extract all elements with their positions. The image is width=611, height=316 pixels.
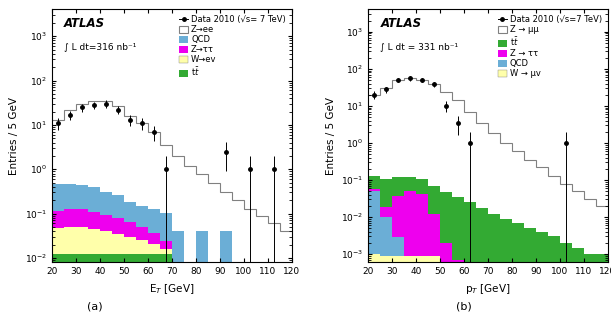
Bar bbox=[584, 254, 596, 316]
Bar bbox=[464, 273, 476, 316]
Bar bbox=[404, 191, 416, 256]
Bar bbox=[160, 254, 172, 316]
Bar bbox=[196, 231, 208, 316]
Bar bbox=[64, 209, 76, 227]
Bar bbox=[368, 254, 380, 316]
Bar bbox=[404, 256, 416, 316]
Bar bbox=[124, 222, 136, 237]
Bar bbox=[596, 254, 608, 316]
Bar bbox=[500, 219, 512, 316]
Bar bbox=[148, 254, 160, 316]
Text: ∫ L dt=316 nb⁻¹: ∫ L dt=316 nb⁻¹ bbox=[64, 42, 136, 51]
X-axis label: p$_{T}$ [GeV]: p$_{T}$ [GeV] bbox=[466, 282, 511, 296]
Bar bbox=[548, 236, 560, 316]
Legend: Data 2010 (√s=7 TeV), Z → μμ, t$\bar{t}$, Z → ττ, QCD, W → μv: Data 2010 (√s=7 TeV), Z → μμ, t$\bar{t}$… bbox=[497, 14, 604, 80]
Bar bbox=[88, 212, 100, 229]
Bar bbox=[392, 237, 404, 256]
Y-axis label: Entries / 5 GeV: Entries / 5 GeV bbox=[9, 97, 19, 175]
Bar bbox=[52, 211, 64, 228]
Bar bbox=[524, 228, 536, 316]
Bar bbox=[124, 202, 136, 222]
Bar bbox=[404, 177, 416, 191]
Bar bbox=[416, 256, 428, 316]
Bar bbox=[76, 227, 88, 254]
Bar bbox=[452, 197, 464, 260]
Bar bbox=[136, 240, 148, 254]
Bar bbox=[100, 191, 112, 215]
Bar bbox=[560, 243, 572, 316]
Bar bbox=[452, 260, 464, 316]
Bar bbox=[440, 192, 452, 243]
Bar bbox=[428, 186, 440, 214]
Bar bbox=[76, 185, 88, 209]
Bar bbox=[76, 254, 88, 316]
Bar bbox=[380, 179, 392, 207]
Bar bbox=[488, 214, 500, 316]
Bar bbox=[380, 207, 392, 217]
Bar bbox=[536, 232, 548, 316]
Bar bbox=[64, 227, 76, 254]
Bar bbox=[52, 184, 64, 211]
Bar bbox=[112, 234, 124, 254]
X-axis label: E$_{T}$ [GeV]: E$_{T}$ [GeV] bbox=[149, 282, 194, 295]
Bar bbox=[392, 256, 404, 316]
Bar bbox=[160, 241, 172, 249]
Bar bbox=[112, 218, 124, 234]
Bar bbox=[100, 254, 112, 316]
Bar bbox=[88, 254, 100, 316]
Bar bbox=[88, 229, 100, 254]
Bar bbox=[416, 179, 428, 194]
Bar bbox=[368, 176, 380, 189]
Bar bbox=[392, 177, 404, 196]
Bar bbox=[64, 254, 76, 316]
Bar bbox=[160, 213, 172, 241]
Y-axis label: Entries / 5 GeV: Entries / 5 GeV bbox=[326, 97, 335, 175]
Bar bbox=[476, 208, 488, 316]
Bar bbox=[100, 215, 112, 231]
Bar bbox=[136, 254, 148, 316]
Bar bbox=[136, 227, 148, 240]
Text: (a): (a) bbox=[87, 302, 103, 312]
Bar bbox=[64, 184, 76, 209]
Text: ATLAS: ATLAS bbox=[380, 17, 422, 30]
Bar bbox=[124, 237, 136, 254]
Bar bbox=[512, 223, 524, 316]
Bar bbox=[148, 244, 160, 254]
Text: (b): (b) bbox=[456, 302, 472, 312]
Bar bbox=[428, 256, 440, 316]
Text: ATLAS: ATLAS bbox=[64, 17, 105, 30]
Bar bbox=[136, 206, 148, 227]
Legend: Data 2010 (√s= 7 TeV), Z→ee, QCD, Z→ττ, W→ev, t$\bar{t}$: Data 2010 (√s= 7 TeV), Z→ee, QCD, Z→ττ, … bbox=[178, 14, 287, 80]
Bar bbox=[172, 231, 184, 316]
Text: ∫ L dt = 331 nb⁻¹: ∫ L dt = 331 nb⁻¹ bbox=[380, 42, 458, 51]
Bar bbox=[148, 209, 160, 233]
Bar bbox=[220, 231, 232, 316]
Bar bbox=[368, 189, 380, 191]
Bar bbox=[392, 196, 404, 237]
Bar bbox=[440, 243, 452, 316]
Bar bbox=[380, 217, 392, 256]
Bar bbox=[572, 247, 584, 316]
Bar bbox=[52, 228, 64, 254]
Bar bbox=[464, 202, 476, 273]
Bar bbox=[380, 256, 392, 316]
Bar bbox=[112, 195, 124, 218]
Bar bbox=[428, 214, 440, 256]
Bar bbox=[124, 254, 136, 316]
Bar bbox=[416, 194, 428, 256]
Bar bbox=[112, 254, 124, 316]
Bar bbox=[368, 191, 380, 254]
Bar bbox=[76, 209, 88, 227]
Bar bbox=[100, 231, 112, 254]
Bar bbox=[160, 249, 172, 254]
Bar bbox=[88, 187, 100, 212]
Bar bbox=[148, 233, 160, 244]
Bar bbox=[52, 254, 64, 316]
